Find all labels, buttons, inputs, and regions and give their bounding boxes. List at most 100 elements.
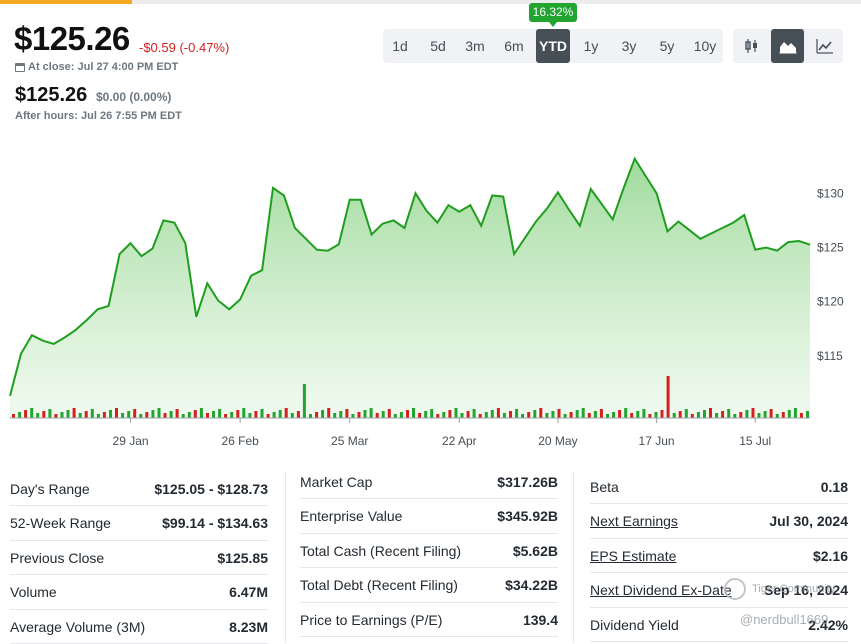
volume-bar — [533, 410, 537, 418]
volume-bar — [581, 408, 585, 418]
volume-bar — [242, 408, 246, 418]
price-chart[interactable]: $130 $125 $120 $115 29 Jan 26 Feb 25 Mar 22 Ap… — [0, 140, 861, 460]
volume-bar — [42, 411, 46, 418]
stat-label: 52-Week Range — [10, 515, 111, 531]
volume-bar — [648, 414, 652, 418]
stat-row: Previous Close $125.85 — [10, 541, 268, 575]
candlestick-chart-button[interactable] — [735, 29, 768, 63]
stat-row: Day's Range $125.05 - $128.73 — [10, 472, 268, 506]
volume-bar — [151, 410, 155, 418]
volume-bar — [169, 411, 173, 418]
volume-bar — [424, 411, 428, 418]
volume-bar — [624, 408, 628, 418]
close-time-line: At close: Jul 27 4:00 PM EDT — [15, 61, 178, 73]
volume-bar — [442, 412, 446, 418]
stat-value: 0.18 — [820, 478, 848, 495]
stat-label: Volume — [10, 584, 57, 600]
volume-bar — [48, 409, 52, 418]
range-button-5y[interactable]: 5y — [659, 38, 675, 54]
volume-bar — [260, 409, 264, 418]
range-button-5d[interactable]: 5d — [430, 38, 446, 54]
y-tick-label: $125 — [817, 241, 844, 255]
range-button-1d[interactable]: 1d — [392, 38, 408, 54]
volume-bar — [302, 384, 306, 418]
volume-bar — [636, 411, 640, 418]
volume-bar — [448, 410, 452, 418]
range-button-3m[interactable]: 3m — [465, 38, 485, 54]
volume-bar — [90, 409, 94, 418]
x-tick-label: 22 Apr — [442, 434, 477, 448]
volume-bar — [799, 413, 803, 418]
after-hours-change: $0.00 (0.00%) — [96, 90, 172, 104]
volume-bar — [684, 409, 688, 418]
volume-bar — [381, 411, 385, 418]
mountain-chart-button[interactable] — [771, 29, 804, 63]
volume-bar — [36, 413, 40, 418]
volume-bar — [509, 411, 512, 418]
range-button-3y[interactable]: 3y — [621, 38, 637, 54]
volume-bar — [496, 408, 500, 418]
volume-bar — [775, 414, 779, 418]
volume-bar — [654, 412, 658, 418]
line-chart-button[interactable] — [808, 29, 841, 63]
volume-bar — [12, 414, 15, 418]
stat-row: 52-Week Range $99.14 - $134.63 — [10, 507, 268, 541]
watermark: Tiger Community — [724, 578, 835, 600]
volume-bar — [721, 411, 725, 418]
after-hours-price: $125.26 — [15, 84, 88, 106]
stat-label[interactable]: EPS Estimate — [590, 547, 677, 564]
volume-bar — [60, 412, 64, 418]
volume-bar — [30, 408, 34, 418]
volume-bar — [781, 412, 785, 418]
volume-bar — [272, 412, 276, 418]
stat-label: Enterprise Value — [300, 508, 403, 524]
after-hours-label: After hours: Jul 26 7:55 PM EDT — [15, 110, 182, 122]
range-button-1y[interactable]: 1y — [583, 38, 599, 54]
stat-value: Sep 16, 2024 — [763, 582, 848, 598]
stat-label[interactable]: Next Dividend Ex-Date — [590, 582, 732, 598]
line-icon — [815, 39, 833, 54]
volume-bar — [393, 414, 397, 418]
stat-label: Average Volume (3M) — [10, 618, 146, 635]
volume-bar — [599, 409, 603, 418]
stat-value: $317.26B — [497, 473, 558, 490]
volume-bar — [478, 414, 482, 418]
stat-value: 2.42% — [808, 616, 848, 633]
volume-bar — [266, 414, 270, 418]
volume-bar — [351, 414, 355, 418]
volume-bar — [212, 411, 215, 418]
y-tick-label: $115 — [817, 349, 843, 363]
volume-bar — [115, 408, 118, 418]
stat-label[interactable]: Next Earnings — [590, 513, 678, 529]
volume-bar — [230, 412, 234, 418]
volume-bar — [248, 413, 252, 418]
stats-column-divider — [573, 472, 574, 643]
volume-bar — [102, 412, 106, 418]
stat-value: $99.14 - $134.63 — [162, 515, 268, 531]
stat-row: Average Volume (3M) 8.23M — [10, 610, 268, 644]
stat-row: Next Earnings Jul 30, 2024 — [590, 505, 848, 539]
stat-row: EPS Estimate $2.16 — [590, 539, 848, 573]
volume-bar — [375, 413, 379, 418]
volume-bar — [515, 409, 519, 418]
volume-bar — [593, 411, 597, 418]
range-button-6m[interactable]: 6m — [504, 38, 524, 54]
stat-label: Dividend Yield — [590, 616, 679, 633]
volume-bar — [563, 414, 567, 418]
watermark-name: Tiger Community — [752, 583, 836, 595]
volume-bar — [406, 410, 409, 418]
range-button-ytd[interactable]: YTD — [536, 29, 570, 63]
volume-bar — [690, 414, 694, 418]
volume-bar — [96, 414, 100, 418]
range-button-10y[interactable]: 10y — [693, 38, 717, 54]
stat-row: Enterprise Value $345.92B — [300, 500, 558, 534]
volume-bar — [236, 410, 240, 418]
stat-row: Dividend Yield 2.42% — [590, 608, 848, 642]
volume-bar — [54, 414, 58, 418]
volume-bar — [339, 411, 343, 418]
stat-value: Jul 30, 2024 — [769, 513, 848, 529]
stat-label: Market Cap — [300, 473, 373, 490]
volume-bar — [618, 410, 622, 418]
volume-bar — [363, 410, 367, 418]
volume-bar — [430, 409, 434, 418]
